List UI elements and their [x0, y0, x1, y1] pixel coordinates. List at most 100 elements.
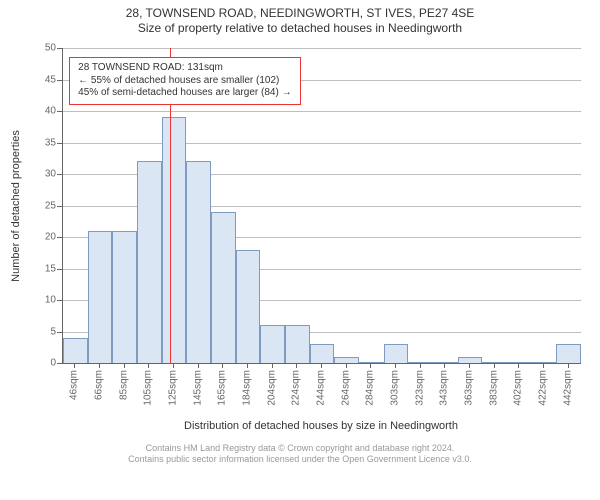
- title-address: 28, TOWNSEND ROAD, NEEDINGWORTH, ST IVES…: [0, 6, 600, 21]
- x-tick-label: 323sqm: [414, 370, 425, 406]
- x-tick-label: 383sqm: [488, 370, 499, 406]
- histogram-bar: [285, 325, 310, 363]
- x-tick-mark: [247, 363, 248, 368]
- footer-line2: Contains public sector information licen…: [0, 454, 600, 465]
- y-tick-mark: [57, 332, 62, 333]
- x-tick-label: 125sqm: [168, 370, 179, 406]
- y-tick-label: 25: [45, 200, 56, 211]
- histogram-bar: [63, 338, 88, 363]
- x-tick-label: 442sqm: [562, 370, 573, 406]
- y-tick-mark: [57, 80, 62, 81]
- x-tick-label: 165sqm: [217, 370, 228, 406]
- x-tick-mark: [494, 363, 495, 368]
- y-tick-mark: [57, 363, 62, 364]
- x-tick-mark: [222, 363, 223, 368]
- x-tick-mark: [173, 363, 174, 368]
- y-tick-mark: [57, 237, 62, 238]
- x-tick-label: 343sqm: [439, 370, 450, 406]
- x-tick-label: 66sqm: [94, 370, 105, 400]
- x-tick-mark: [444, 363, 445, 368]
- histogram-bar: [482, 362, 507, 363]
- y-tick-label: 30: [45, 169, 56, 180]
- histogram-bar: [211, 212, 236, 363]
- y-tick-label: 35: [45, 137, 56, 148]
- x-tick-label: 145sqm: [192, 370, 203, 406]
- histogram-bar: [260, 325, 285, 363]
- annotation-line: 45% of semi-detached houses are larger (…: [78, 87, 291, 100]
- histogram-bar: [112, 231, 137, 363]
- histogram-bar: [236, 250, 261, 363]
- histogram-bar: [384, 344, 409, 363]
- x-tick-mark: [124, 363, 125, 368]
- title-subtitle: Size of property relative to detached ho…: [0, 21, 600, 36]
- gridline: [63, 143, 581, 144]
- y-tick-label: 20: [45, 232, 56, 243]
- histogram-bar: [186, 161, 211, 363]
- x-tick-label: 363sqm: [464, 370, 475, 406]
- histogram-bar: [556, 344, 581, 363]
- x-tick-mark: [296, 363, 297, 368]
- histogram-bar: [408, 362, 433, 363]
- x-tick-mark: [370, 363, 371, 368]
- histogram-bar: [310, 344, 335, 363]
- chart-titles: 28, TOWNSEND ROAD, NEEDINGWORTH, ST IVES…: [0, 6, 600, 36]
- x-tick-mark: [321, 363, 322, 368]
- x-tick-mark: [272, 363, 273, 368]
- y-tick-mark: [57, 111, 62, 112]
- x-tick-label: 204sqm: [266, 370, 277, 406]
- y-tick-mark: [57, 48, 62, 49]
- x-tick-label: 184sqm: [242, 370, 253, 406]
- histogram-bar: [433, 362, 458, 363]
- y-tick-label: 45: [45, 74, 56, 85]
- x-tick-mark: [568, 363, 569, 368]
- x-tick-mark: [346, 363, 347, 368]
- annotation-box: 28 TOWNSEND ROAD: 131sqm← 55% of detache…: [69, 57, 300, 105]
- x-tick-mark: [99, 363, 100, 368]
- x-tick-mark: [198, 363, 199, 368]
- histogram-bar: [359, 362, 384, 363]
- x-tick-label: 105sqm: [143, 370, 154, 406]
- x-tick-mark: [395, 363, 396, 368]
- y-tick-label: 40: [45, 106, 56, 117]
- chart-container: 28, TOWNSEND ROAD, NEEDINGWORTH, ST IVES…: [0, 0, 600, 500]
- y-tick-mark: [57, 300, 62, 301]
- x-tick-label: 224sqm: [291, 370, 302, 406]
- x-tick-mark: [148, 363, 149, 368]
- x-tick-label: 284sqm: [365, 370, 376, 406]
- histogram-bar: [334, 357, 359, 363]
- x-tick-mark: [420, 363, 421, 368]
- x-tick-mark: [469, 363, 470, 368]
- gridline: [63, 111, 581, 112]
- x-tick-mark: [518, 363, 519, 368]
- x-tick-label: 46sqm: [69, 370, 80, 400]
- y-tick-label: 0: [50, 358, 56, 369]
- x-tick-label: 422sqm: [538, 370, 549, 406]
- x-tick-label: 244sqm: [316, 370, 327, 406]
- x-axis-title: Distribution of detached houses by size …: [184, 420, 458, 432]
- plot-area: 28 TOWNSEND ROAD: 131sqm← 55% of detache…: [62, 48, 581, 364]
- x-tick-mark: [543, 363, 544, 368]
- annotation-line: ← 55% of detached houses are smaller (10…: [78, 75, 291, 88]
- annotation-line: 28 TOWNSEND ROAD: 131sqm: [78, 62, 291, 75]
- gridline: [63, 48, 581, 49]
- y-axis-title: Number of detached properties: [10, 130, 22, 282]
- footer: Contains HM Land Registry data © Crown c…: [0, 443, 600, 465]
- y-tick-label: 5: [50, 326, 56, 337]
- y-tick-label: 15: [45, 263, 56, 274]
- y-tick-mark: [57, 174, 62, 175]
- histogram-bar: [507, 362, 532, 363]
- y-tick-mark: [57, 206, 62, 207]
- y-tick-mark: [57, 143, 62, 144]
- footer-line1: Contains HM Land Registry data © Crown c…: [0, 443, 600, 454]
- x-tick-label: 402sqm: [513, 370, 524, 406]
- histogram-bar: [88, 231, 113, 363]
- histogram-bar: [137, 161, 162, 363]
- x-tick-mark: [74, 363, 75, 368]
- histogram-bar: [162, 117, 187, 363]
- y-tick-mark: [57, 269, 62, 270]
- x-tick-label: 303sqm: [390, 370, 401, 406]
- x-tick-label: 264sqm: [340, 370, 351, 406]
- x-tick-label: 85sqm: [118, 370, 129, 400]
- y-tick-label: 50: [45, 43, 56, 54]
- y-tick-label: 10: [45, 295, 56, 306]
